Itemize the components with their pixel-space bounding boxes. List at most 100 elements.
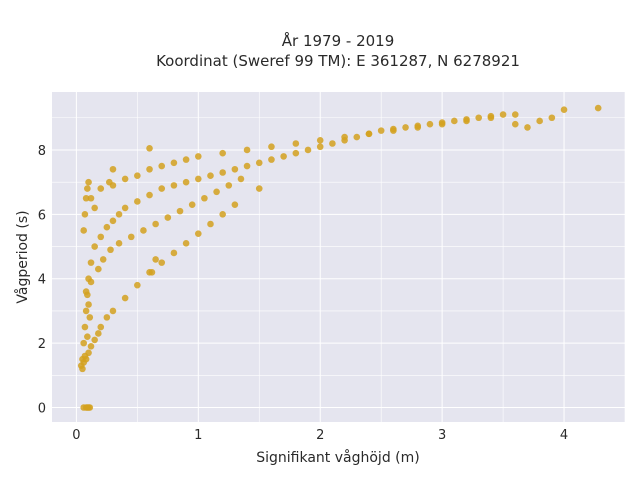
data-point xyxy=(97,323,105,331)
data-point xyxy=(85,301,92,308)
data-point xyxy=(304,146,312,154)
data-point xyxy=(148,268,156,276)
data-point xyxy=(182,156,190,163)
data-point xyxy=(524,124,531,131)
data-point xyxy=(341,133,348,141)
data-point xyxy=(164,214,172,221)
data-point xyxy=(463,117,470,125)
data-point xyxy=(207,220,214,228)
data-point xyxy=(176,207,184,215)
data-point xyxy=(97,233,105,241)
data-point xyxy=(121,294,129,302)
y-tick-label: 4 xyxy=(38,273,46,288)
data-point xyxy=(316,136,324,144)
data-point xyxy=(84,333,91,340)
data-point xyxy=(316,143,324,151)
data-point xyxy=(225,182,233,189)
data-point xyxy=(121,204,129,212)
data-point xyxy=(80,227,87,234)
data-point xyxy=(158,162,166,170)
y-tick-label: 0 xyxy=(38,402,46,417)
data-point xyxy=(84,185,91,192)
data-point xyxy=(182,240,190,247)
data-point xyxy=(81,352,89,360)
data-point xyxy=(81,323,89,331)
data-point xyxy=(103,314,111,321)
data-point xyxy=(182,178,190,186)
data-point xyxy=(390,127,397,134)
data-point xyxy=(451,117,458,125)
data-point xyxy=(292,149,300,157)
data-point xyxy=(87,259,95,266)
plot-area xyxy=(52,92,625,422)
y-axis-title: Vågperiod (s) xyxy=(14,210,31,303)
y-tick-label: 6 xyxy=(38,208,46,223)
data-point xyxy=(134,198,141,205)
data-point xyxy=(237,175,245,183)
data-point xyxy=(594,104,602,112)
data-point xyxy=(255,185,263,192)
data-point xyxy=(353,133,361,141)
data-point xyxy=(91,243,98,250)
data-point xyxy=(80,339,87,347)
data-point xyxy=(152,220,159,228)
data-point xyxy=(194,153,202,160)
data-point xyxy=(207,172,214,180)
data-point xyxy=(194,175,202,183)
x-tick-label: 4 xyxy=(560,428,568,443)
data-point xyxy=(426,120,434,128)
data-point xyxy=(402,124,409,131)
data-point xyxy=(115,211,123,218)
grid-lines xyxy=(52,92,626,422)
data-point xyxy=(255,159,263,167)
data-point xyxy=(87,343,95,350)
data-point xyxy=(511,111,519,118)
data-point xyxy=(511,120,519,128)
data-point xyxy=(158,185,166,192)
data-point xyxy=(243,162,251,170)
data-point xyxy=(188,201,196,208)
data-point xyxy=(414,124,422,131)
data-point xyxy=(536,117,543,125)
x-tick-label: 2 xyxy=(316,428,324,443)
data-point xyxy=(280,153,287,160)
data-point xyxy=(213,188,220,196)
data-point xyxy=(121,175,129,183)
data-point xyxy=(329,140,336,147)
data-point xyxy=(158,259,166,266)
data-point xyxy=(85,178,92,186)
data-point xyxy=(127,233,135,241)
data-point xyxy=(292,140,300,147)
data-point xyxy=(82,307,90,315)
data-point xyxy=(103,223,111,231)
data-point xyxy=(170,182,178,189)
data-point xyxy=(499,111,507,118)
data-point xyxy=(86,314,94,321)
data-point xyxy=(268,156,275,163)
data-point xyxy=(170,249,178,257)
data-point xyxy=(97,185,105,192)
data-point xyxy=(219,211,226,218)
data-point xyxy=(109,165,117,173)
data-point xyxy=(134,281,141,289)
data-point xyxy=(81,211,89,218)
data-point xyxy=(91,204,98,212)
data-point xyxy=(219,169,226,176)
data-point xyxy=(115,240,123,247)
data-point xyxy=(146,145,153,152)
data-point xyxy=(560,106,568,114)
data-point xyxy=(377,127,385,134)
data-point xyxy=(87,278,95,286)
data-point xyxy=(91,336,98,344)
y-tick-label: 2 xyxy=(38,337,46,352)
data-point xyxy=(134,172,141,180)
data-point xyxy=(82,288,90,295)
data-point xyxy=(475,114,483,122)
data-point xyxy=(152,256,159,263)
y-tick-labels: 0 2 4 6 8 xyxy=(38,144,46,417)
data-point xyxy=(146,191,153,199)
data-points xyxy=(77,104,602,411)
data-point xyxy=(106,178,113,186)
data-point xyxy=(170,159,178,167)
